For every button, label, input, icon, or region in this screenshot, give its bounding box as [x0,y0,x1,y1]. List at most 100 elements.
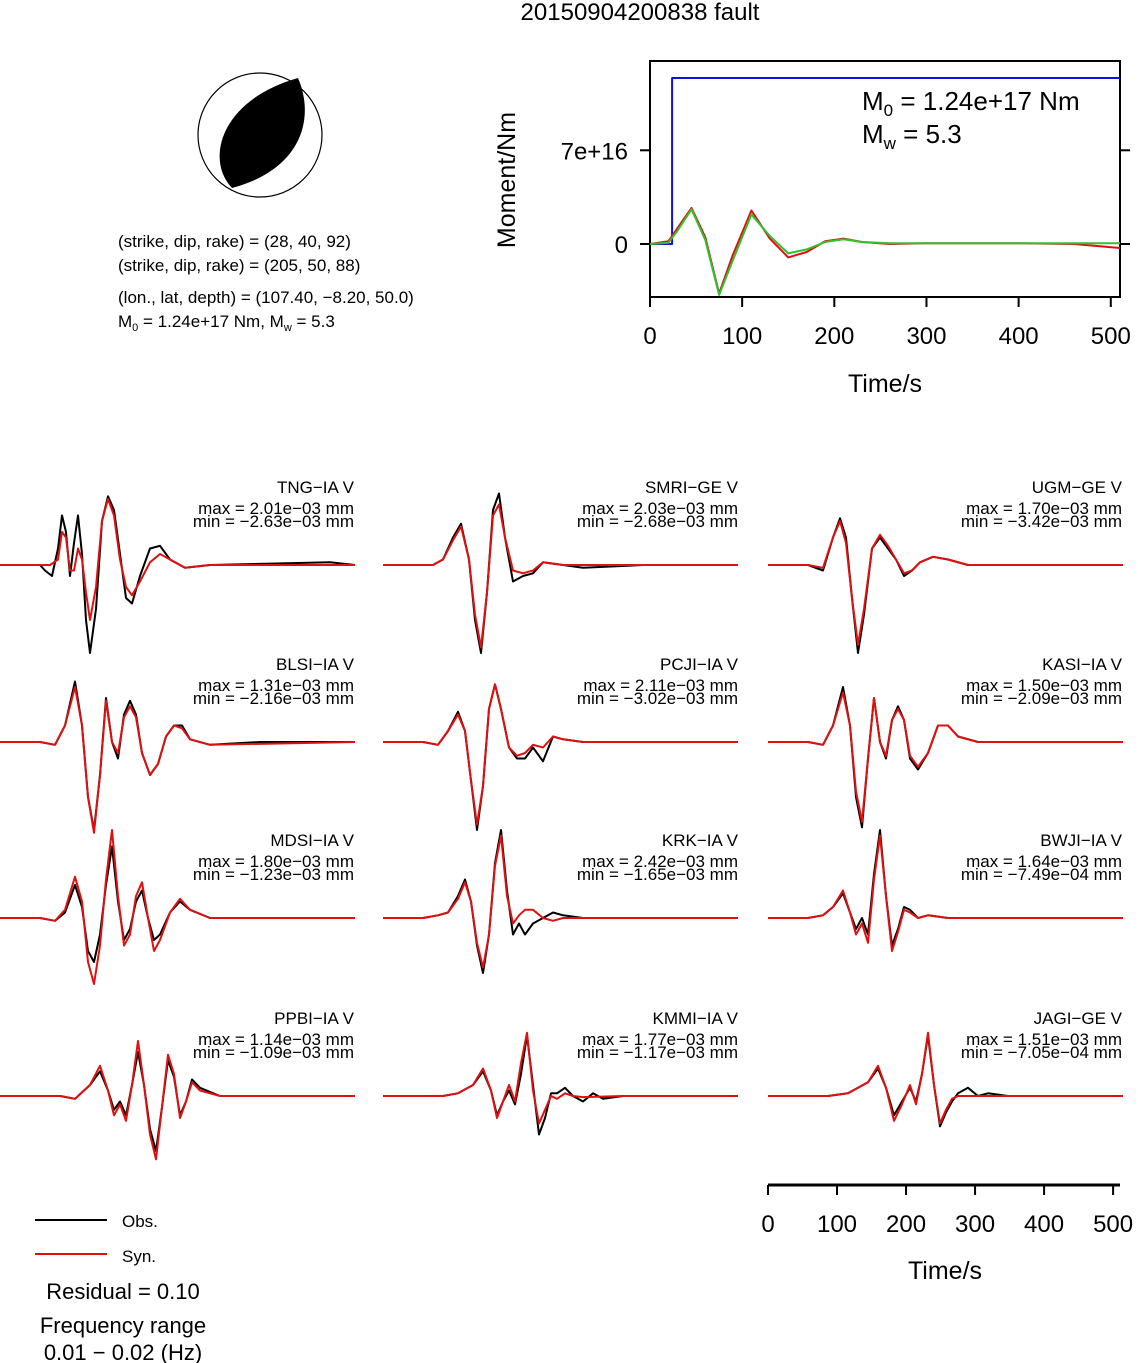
station-label: PPBI−IA V [274,1009,355,1028]
stf-series-line-1 [650,77,1120,245]
max-amplitude-label: max = 1.50e−03 mm [966,676,1122,695]
synthetic-trace [383,1031,738,1125]
min-amplitude-label: min = −3.02e−03 mm [577,689,738,708]
frequency-range-title: Frequency range [40,1313,206,1338]
waveform-xtick-label: 200 [886,1211,926,1238]
observed-trace [768,517,1123,654]
stf-xtick-label: 500 [1091,323,1131,350]
stf-m0-annotation: M0 = 1.24e+17 Nm [862,86,1080,120]
stf-xtick-label: 300 [906,323,946,350]
observed-trace [768,686,1123,829]
stf-xtick-label: 200 [814,323,854,350]
synthetic-trace [768,520,1123,646]
mechanism-line-3: (lon., lat, depth) = (107.40, −8.20, 50.… [118,288,414,307]
max-amplitude-label: max = 1.70e−03 mm [966,499,1122,518]
waveform-xtick-label: 500 [1093,1211,1133,1238]
observed-trace [0,680,355,831]
station-label: BWJI−IA V [1040,831,1122,850]
min-amplitude-label: min = −1.17e−03 mm [577,1043,738,1062]
synthetic-trace [0,1040,355,1161]
station-label: UGM−GE V [1032,478,1123,497]
figure-title: 20150904200838 fault [521,0,760,26]
synthetic-trace [768,834,1123,952]
station-label: KRK−IA V [662,831,739,850]
synthetic-trace [383,503,738,649]
station-label: JAGI−GE V [1034,1009,1123,1028]
min-amplitude-label: min = −2.68e−03 mm [577,512,738,531]
waveform-xtick-label: 100 [817,1211,857,1238]
stf-series-line-2 [649,206,1121,295]
min-amplitude-label: min = −1.23e−03 mm [193,865,354,884]
stf-mw-annotation: Mw = 5.3 [862,119,962,153]
stf-xlabel: Time/s [848,370,922,398]
legend-obs-label: Obs. [122,1212,158,1231]
stf-series [649,77,1121,296]
station-label: KMMI−IA V [653,1009,739,1028]
station-label: BLSI−IA V [276,655,355,674]
station-label: MDSI−IA V [270,831,354,850]
max-amplitude-label: max = 1.77e−03 mm [582,1030,738,1049]
max-amplitude-label: max = 2.42e−03 mm [582,852,738,871]
stf-xtick-label: 100 [722,323,762,350]
station-label: SMRI−GE V [645,478,739,497]
waveform-xtick-label: 400 [1024,1211,1064,1238]
max-amplitude-label: max = 1.31e−03 mm [198,676,354,695]
max-amplitude-label: max = 1.51e−03 mm [966,1030,1122,1049]
synthetic-trace [383,834,738,969]
waveform-time-axis: 0 100 200 300 400 500 [761,1183,1133,1238]
min-amplitude-label: min = −3.42e−03 mm [961,512,1122,531]
waveform-xtick-label: 0 [761,1211,774,1238]
station-label: PCJI−IA V [660,655,739,674]
stf-ylabel: Moment/Nm [493,112,521,248]
mechanism-line-4: M0 = 1.24e+17 Nm, Mw = 5.3 [118,312,335,334]
synthetic-trace [0,686,356,834]
min-amplitude-label: min = −2.63e−03 mm [193,512,354,531]
stf-xtick-label: 400 [999,323,1039,350]
min-amplitude-label: min = −7.05e−04 mm [961,1043,1122,1062]
residual-text: Residual = 0.10 [46,1279,200,1304]
synthetic-trace [0,498,355,621]
min-amplitude-label: min = −2.09e−03 mm [961,689,1122,708]
synthetic-trace [0,829,355,985]
min-amplitude-label: min = −1.09e−03 mm [193,1043,354,1062]
min-amplitude-label: min = −1.65e−03 mm [577,865,738,884]
legend: Obs. Syn. Residual = 0.10 Frequency rang… [35,1212,206,1363]
min-amplitude-label: min = −2.16e−03 mm [193,689,354,708]
observed-trace [383,829,738,974]
mechanism-line-1: (strike, dip, rake) = (28, 40, 92) [118,232,351,251]
station-label: TNG−IA V [277,478,355,497]
frequency-range-value: 0.01 − 0.02 (Hz) [44,1340,202,1363]
synthetic-trace [383,683,738,826]
waveform-xlabel: Time/s [908,1257,982,1285]
min-amplitude-label: min = −7.49e−04 mm [961,865,1122,884]
max-amplitude-label: max = 1.64e−03 mm [966,852,1122,871]
beachball [197,72,323,198]
max-amplitude-label: max = 1.14e−03 mm [198,1030,354,1049]
max-amplitude-label: max = 1.80e−03 mm [198,852,354,871]
stf-series-line-3 [649,208,1120,296]
waveform-xtick-label: 300 [955,1211,995,1238]
stf-axes: 0 100 200 300 400 500 0 7e+16 [561,138,1131,350]
stf-ytick-label: 7e+16 [561,138,628,165]
max-amplitude-label: max = 2.01e−03 mm [198,499,354,518]
station-label: KASI−IA V [1042,655,1123,674]
stf-ytick-label: 0 [615,232,628,259]
stf-xtick-label: 0 [643,323,656,350]
legend-syn-label: Syn. [122,1247,156,1266]
mechanism-line-2: (strike, dip, rake) = (205, 50, 88) [118,256,360,275]
